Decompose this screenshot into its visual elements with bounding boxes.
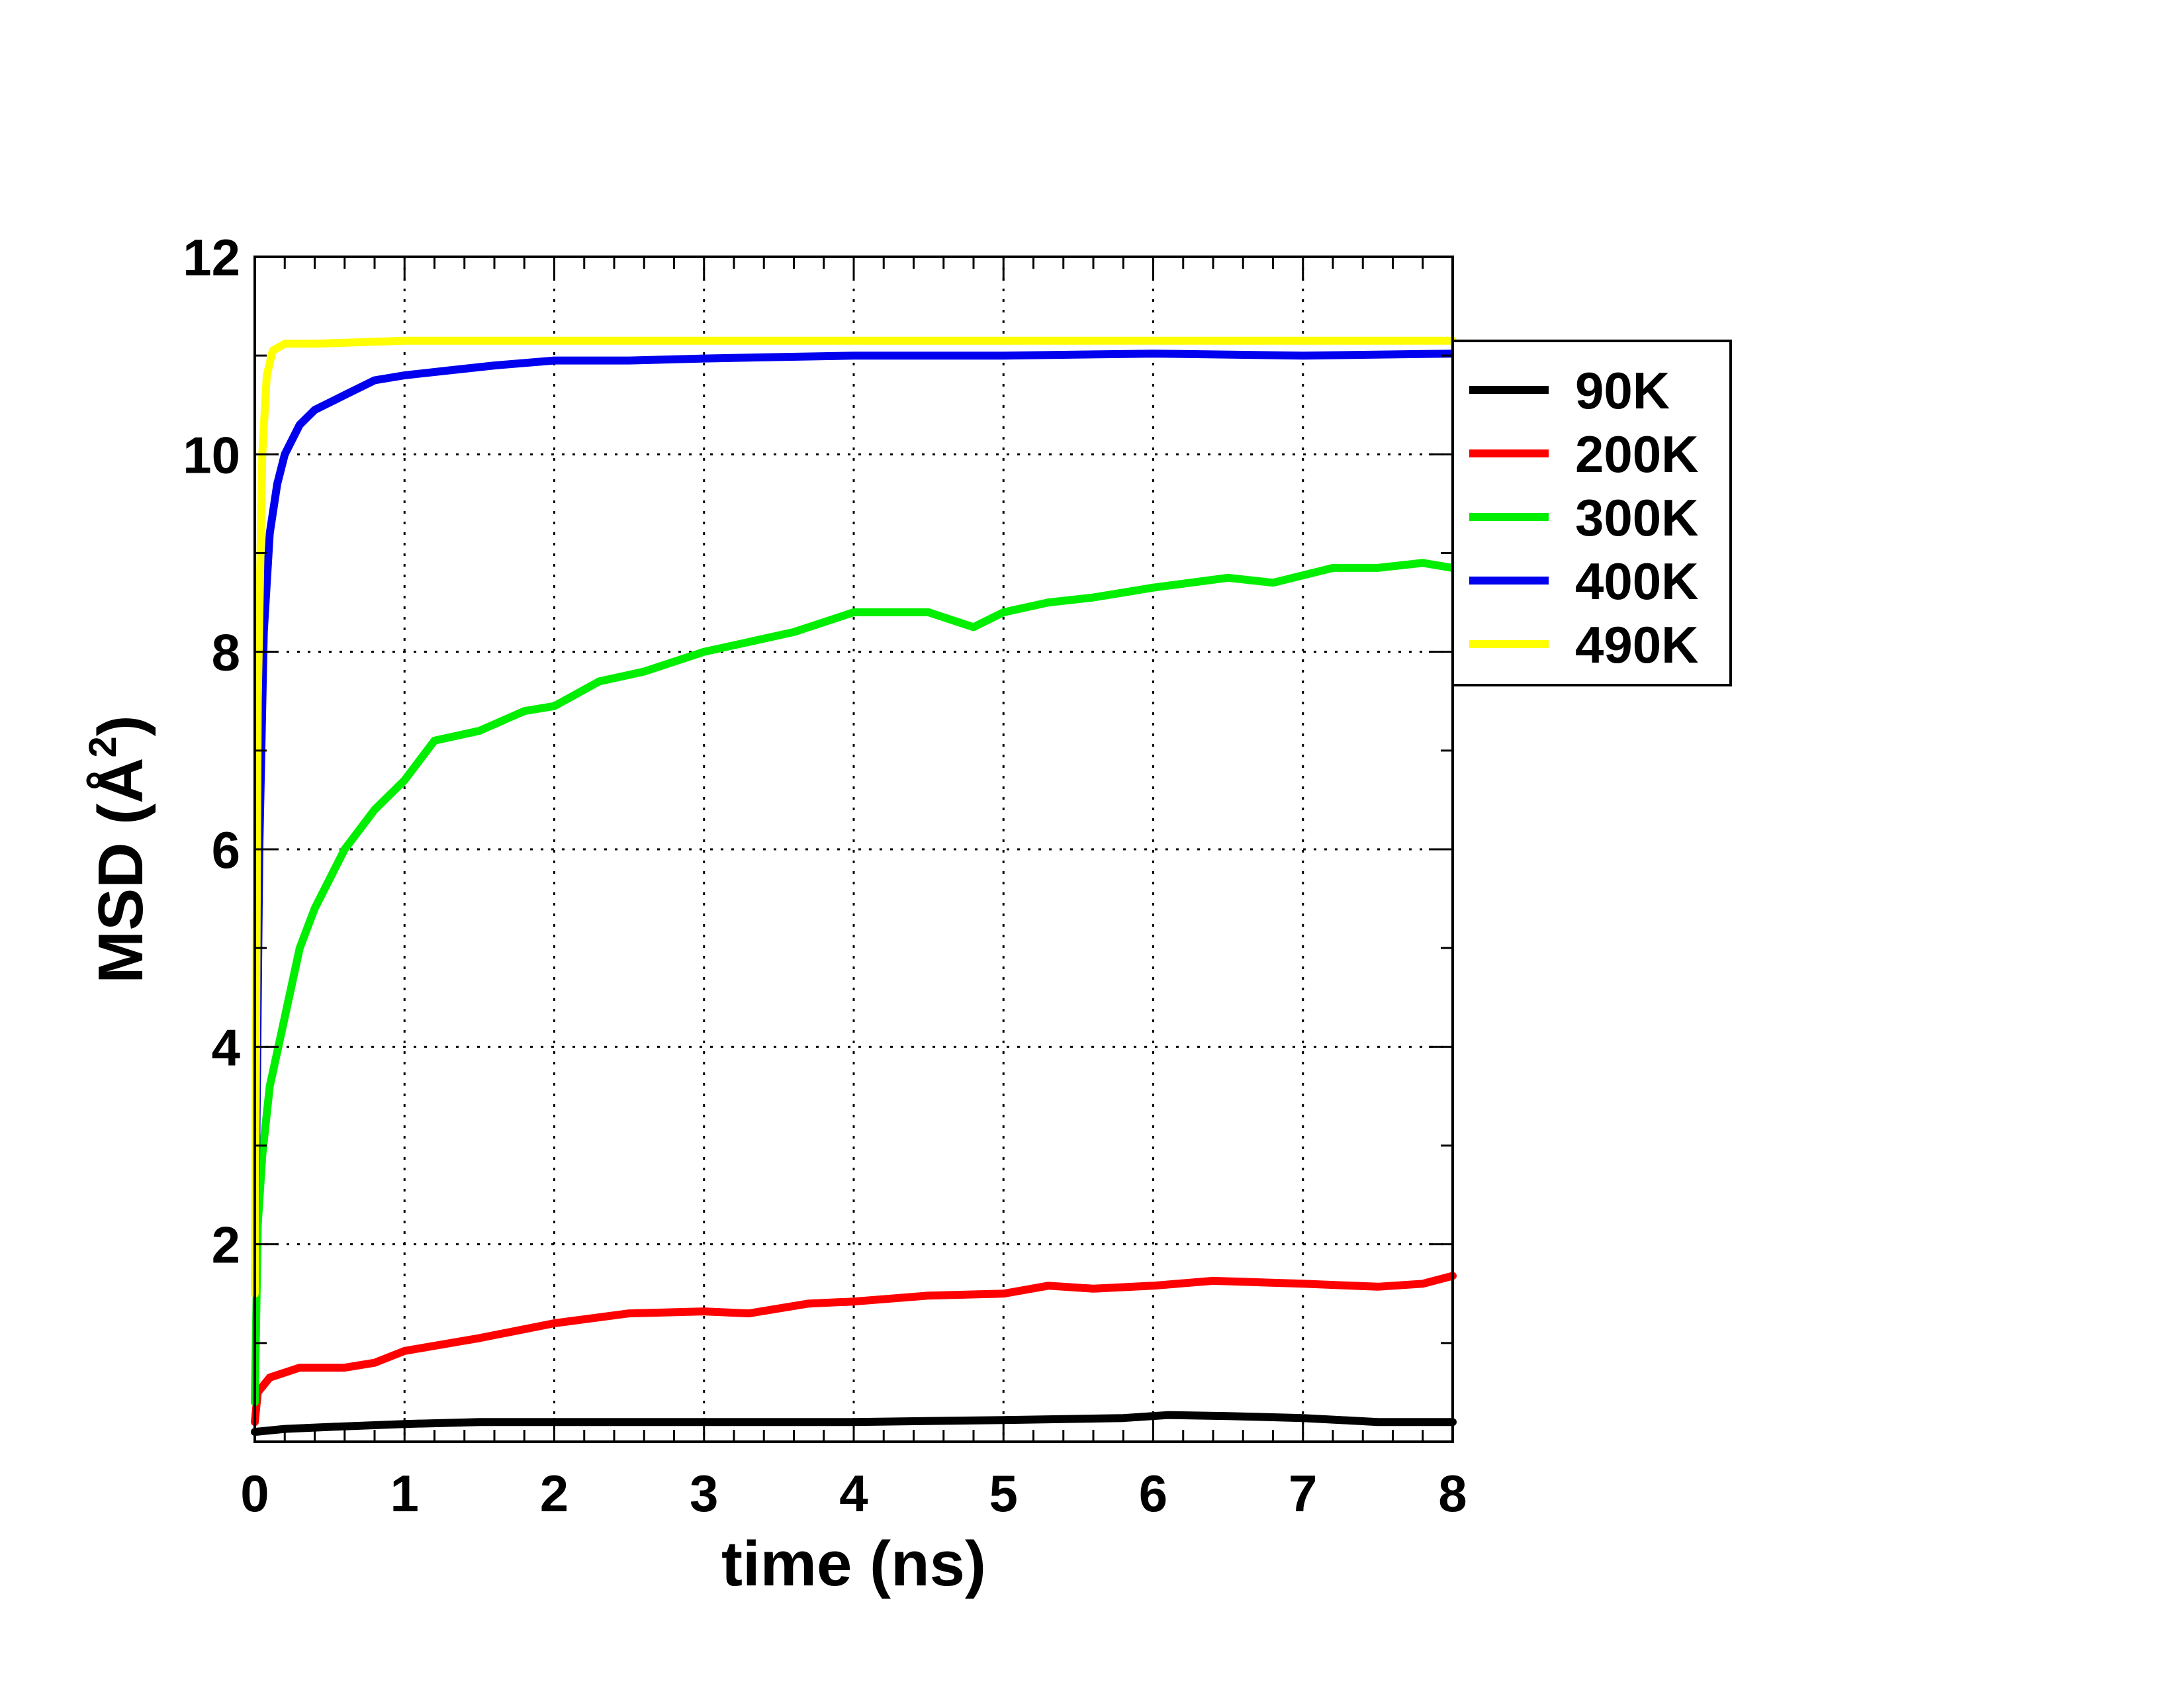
x-tick-label: 8	[1438, 1464, 1467, 1523]
x-tick-label: 5	[989, 1464, 1018, 1523]
y-tick-label: 10	[183, 426, 240, 484]
grid-lines	[255, 257, 1453, 1442]
x-axis-title: time (ns)	[721, 1528, 986, 1599]
y-tick-label: 12	[183, 228, 240, 287]
x-tick-label: 1	[390, 1464, 419, 1523]
y-tick-label: 6	[212, 821, 240, 879]
series-line-200K	[251, 1272, 1457, 1427]
y-axis-title: MSD (Å2)	[81, 715, 156, 984]
x-tick-label: 6	[1139, 1464, 1167, 1523]
series-line-300K	[251, 559, 1457, 1407]
legend-label-400K: 400K	[1575, 552, 1698, 610]
legend-label-300K: 300K	[1575, 489, 1698, 547]
axis-ticks	[253, 256, 1454, 1443]
legend-label-90K: 90K	[1575, 361, 1670, 420]
y-tick-label: 8	[212, 624, 240, 682]
x-tick-label: 4	[839, 1464, 868, 1523]
y-tick-label: 2	[212, 1216, 240, 1274]
x-tick-label: 2	[540, 1464, 569, 1523]
y-axis-title-text: MSD (Å	[85, 757, 156, 983]
x-tick-label: 7	[1289, 1464, 1317, 1523]
legend-label-490K: 490K	[1575, 616, 1698, 674]
series-line-490K	[251, 336, 1457, 1298]
y-tick-label: 4	[212, 1018, 240, 1076]
series-lines	[251, 336, 1457, 1436]
x-tick-label: 3	[690, 1464, 718, 1523]
series-line-400K	[251, 350, 1457, 1298]
y-axis-title-close: )	[85, 715, 156, 736]
x-tick-label: 0	[240, 1464, 269, 1523]
y-axis-title-superscript: 2	[81, 736, 124, 757]
legend-label-200K: 200K	[1575, 425, 1698, 483]
